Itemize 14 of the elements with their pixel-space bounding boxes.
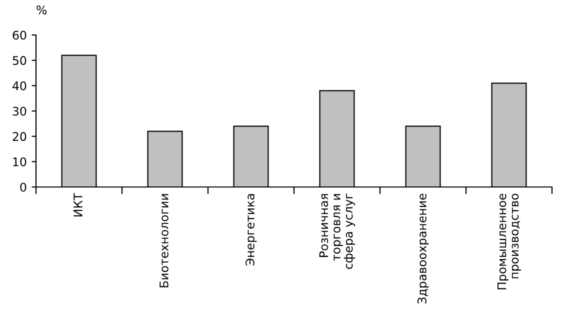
y-tick-label: 10 <box>13 157 26 166</box>
y-tick-label: 20 <box>12 132 26 141</box>
y-tick-label: 40 <box>12 81 26 90</box>
x-tick-label: Биотехнологии <box>160 194 168 288</box>
x-tick-label: Розничная торговля и сфера услуг <box>319 194 356 269</box>
y-tick-label: 50 <box>12 56 26 65</box>
y-axis-title: % <box>36 6 47 14</box>
y-tick-label: 30 <box>12 106 26 116</box>
x-tick-label: Энергетика <box>245 194 257 266</box>
x-tick-label: ИКТ <box>74 193 82 216</box>
x-tick-label: Здравоохранение <box>417 194 429 304</box>
y-tick-label: 0 <box>20 182 26 192</box>
y-tick-label: 60 <box>12 30 26 40</box>
x-tick-label: Промышленное производство <box>497 194 521 290</box>
